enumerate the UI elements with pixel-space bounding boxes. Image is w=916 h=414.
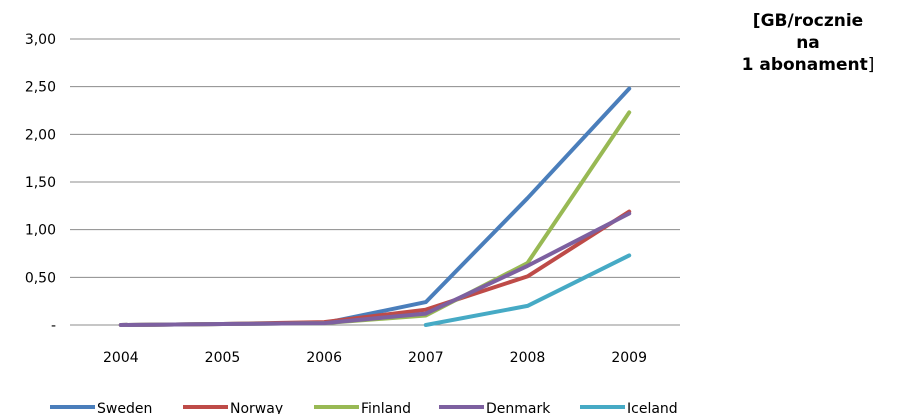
y-tick-label-6: 3,00 (25, 32, 56, 48)
x-tick-label-2004: 2004 (103, 350, 139, 366)
x-tick-label-2005: 2005 (205, 350, 241, 366)
series-lines (118, 86, 632, 327)
x-tick-label-2008: 2008 (510, 350, 546, 366)
y-axis-tick-labels: - 0,50 1,00 1,50 2,00 2,50 3,00 (25, 32, 56, 334)
x-tick-label-2007: 2007 (408, 350, 444, 366)
y-tick-label-1: 0,50 (25, 270, 56, 286)
unit-label-line2: na (796, 33, 820, 53)
series-line-denmark (118, 211, 632, 327)
legend-label-iceland: Iceland (627, 401, 678, 414)
y-tick-label-5: 2,50 (25, 80, 56, 96)
legend: Sweden Norway Finland Denmark Iceland (50, 401, 678, 414)
legend-label-denmark: Denmark (486, 401, 551, 414)
series-line-iceland (423, 253, 632, 327)
x-tick-label-2006: 2006 (306, 350, 342, 366)
y-tick-label-2: 1,00 (25, 223, 56, 239)
unit-label-bracket: ] (867, 55, 875, 75)
y-tick-label-3: 1,50 (25, 175, 56, 191)
legend-label-finland: Finland (361, 401, 411, 414)
gridlines (70, 38, 680, 326)
legend-label-sweden: Sweden (97, 401, 152, 414)
x-tick-label-2009: 2009 (611, 350, 647, 366)
series-line-sweden (118, 86, 632, 327)
x-axis-tick-labels: 2004 2005 2006 2007 2008 2009 (103, 350, 647, 366)
legend-label-norway: Norway (230, 401, 283, 414)
y-tick-label-0: - (51, 318, 56, 334)
y-tick-label-4: 2,00 (25, 127, 56, 143)
unit-label-line3: 1 abonament (741, 55, 868, 75)
unit-label-line1: [GB/rocznie (752, 11, 864, 31)
unit-label: [GB/rocznie na 1 abonament] (700, 10, 916, 76)
